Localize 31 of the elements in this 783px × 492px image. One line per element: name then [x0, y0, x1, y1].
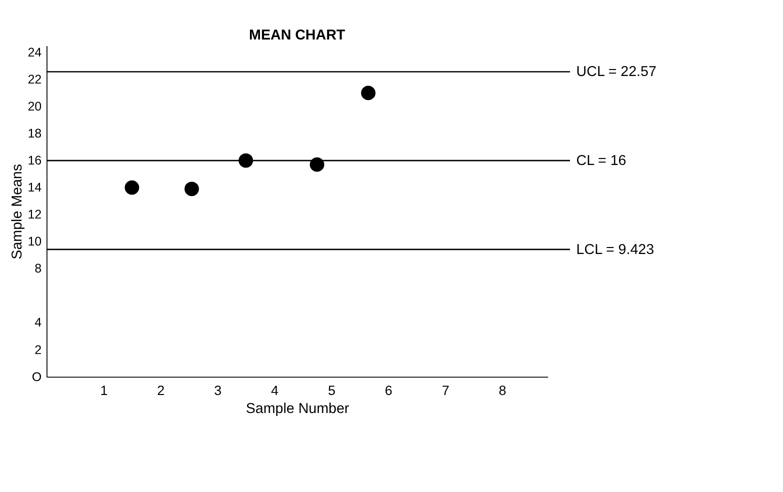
- ref-line-label: LCL = 9.423: [576, 242, 654, 258]
- x-tick-label: 8: [498, 383, 506, 398]
- ref-line-label: UCL = 22.57: [576, 64, 656, 80]
- point: [310, 157, 324, 172]
- x-tick-label: 2: [157, 383, 165, 398]
- x-tick-label: 7: [442, 383, 450, 398]
- y-tick-label: 2: [34, 342, 42, 357]
- y-tick-label: 20: [28, 100, 42, 114]
- point: [124, 180, 140, 195]
- x-tick-label: 6: [384, 383, 392, 398]
- y-tick-label: 10: [28, 234, 42, 249]
- x-tick-label: 5: [328, 383, 336, 398]
- x-tick-label: 3: [214, 383, 222, 398]
- x-tick-label: 1: [100, 383, 108, 398]
- point: [238, 153, 254, 168]
- x-tick-label: 4: [271, 383, 280, 398]
- point: [361, 86, 376, 100]
- x-axis-title: Sample Number: [246, 401, 350, 417]
- ref-line-label: CL = 16: [576, 153, 626, 170]
- point: [184, 182, 199, 196]
- y-tick-label: 12: [28, 208, 42, 222]
- y-tick-label: 4: [34, 316, 42, 330]
- chart-title: MEAN CHART: [249, 27, 346, 44]
- y-tick-label: 8: [34, 262, 42, 276]
- y-tick-label: 22: [28, 72, 42, 86]
- y-axis-title: Sample Means: [9, 164, 26, 260]
- y-tick-label: 14: [28, 180, 42, 195]
- y-tick-label: 18: [28, 126, 42, 141]
- y-tick-label: 24: [28, 45, 42, 60]
- y-tick-label: 16: [28, 154, 42, 168]
- y-tick-label: O: [32, 370, 42, 384]
